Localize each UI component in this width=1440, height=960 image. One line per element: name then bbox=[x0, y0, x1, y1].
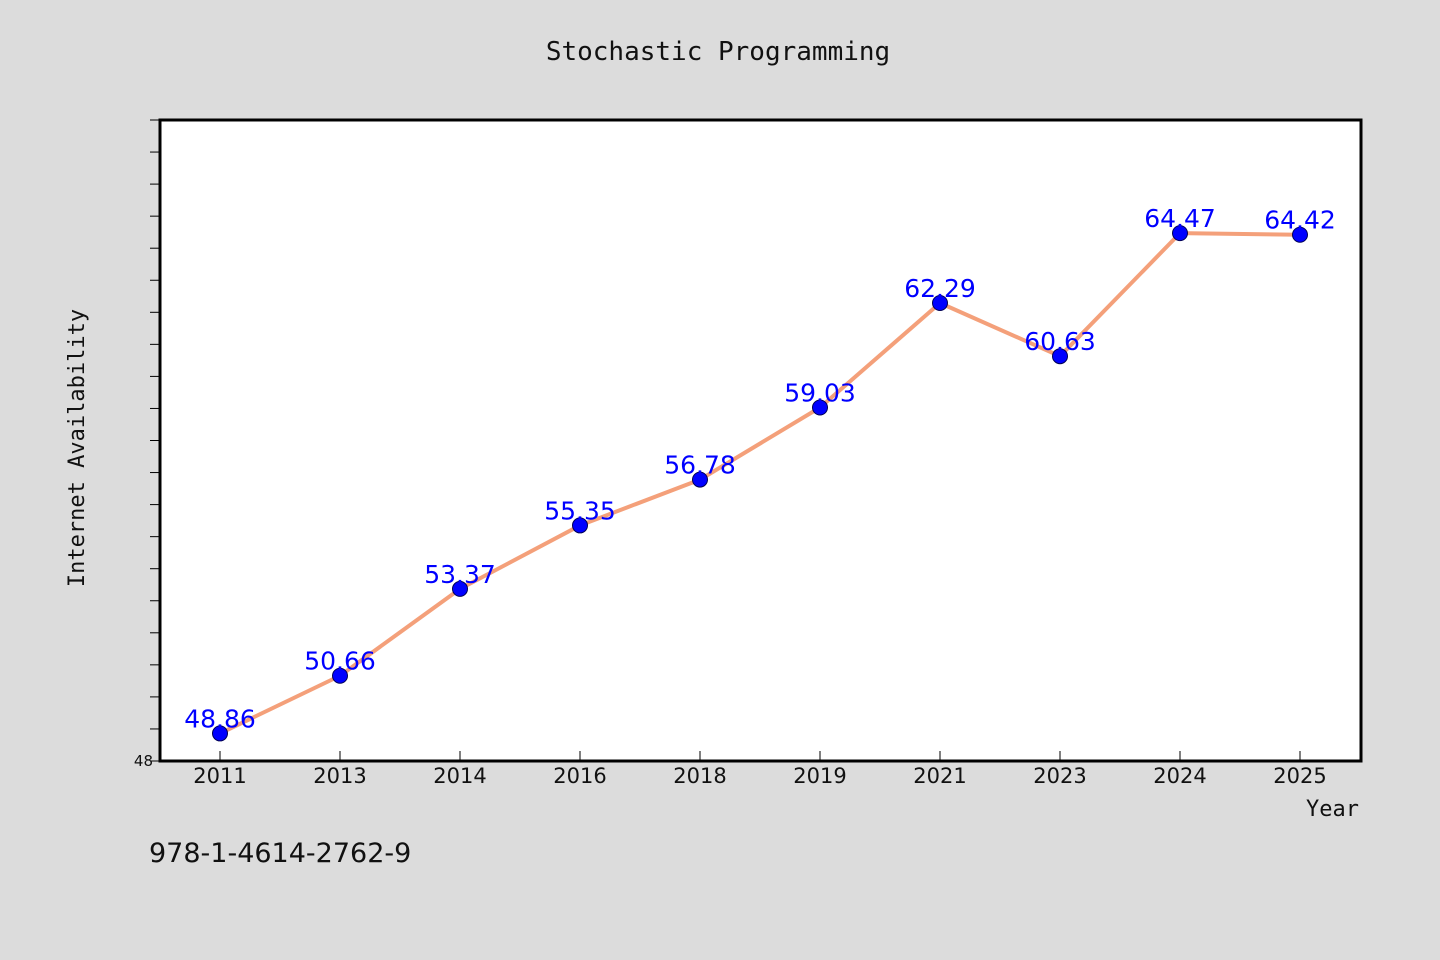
data-label: 50.66 bbox=[304, 647, 376, 676]
y-axis-label: Internet Availability bbox=[65, 309, 90, 587]
data-point bbox=[932, 295, 948, 312]
data-point bbox=[212, 725, 228, 742]
y-tick-label: 48 bbox=[134, 752, 153, 770]
series-group: 48.86 50.66 53.37 55.35 56.78 59.03 62.29 60.63… bbox=[184, 204, 1336, 742]
series-line bbox=[218, 231, 1302, 736]
x-tick-label: 2021 bbox=[913, 764, 966, 788]
data-label: 55.35 bbox=[544, 496, 616, 525]
data-label: 60.63 bbox=[1024, 327, 1096, 356]
data-point bbox=[1292, 226, 1308, 243]
chart-title: Stochastic Programming bbox=[546, 37, 890, 67]
data-label: 48.86 bbox=[184, 704, 256, 733]
data-point bbox=[692, 471, 708, 488]
x-tick-label: 2018 bbox=[673, 764, 726, 788]
x-axis-label: Year bbox=[1306, 797, 1359, 822]
x-tick-label: 2016 bbox=[553, 764, 606, 788]
y-axis-ticks: 48 bbox=[134, 119, 160, 770]
data-label: 64.42 bbox=[1264, 206, 1336, 235]
data-point bbox=[1172, 225, 1188, 242]
data-point bbox=[1052, 348, 1068, 365]
data-label: 64.47 bbox=[1144, 204, 1216, 233]
x-tick-label: 2019 bbox=[793, 764, 846, 788]
x-axis-ticks: 2011 2013 2014 2016 2018 2019 2021 2023 2024 2025 bbox=[193, 751, 1327, 788]
data-point bbox=[452, 580, 468, 597]
x-tick-label: 2013 bbox=[313, 764, 366, 788]
data-point bbox=[572, 517, 588, 534]
data-point bbox=[332, 667, 348, 684]
x-tick-label: 2011 bbox=[193, 764, 246, 788]
plot-area bbox=[158, 118, 1363, 763]
data-label: 56.78 bbox=[664, 451, 736, 480]
x-tick-label: 2024 bbox=[1153, 764, 1206, 788]
footer-isbn: 978-1-4614-2762-9 bbox=[149, 838, 411, 869]
x-tick-label: 2025 bbox=[1273, 764, 1326, 788]
data-label: 59.03 bbox=[784, 378, 856, 407]
data-label: 62.29 bbox=[904, 274, 976, 303]
data-point bbox=[812, 399, 828, 416]
data-label: 53.37 bbox=[424, 560, 496, 589]
x-tick-label: 2014 bbox=[433, 764, 486, 788]
x-tick-label: 2023 bbox=[1033, 764, 1086, 788]
